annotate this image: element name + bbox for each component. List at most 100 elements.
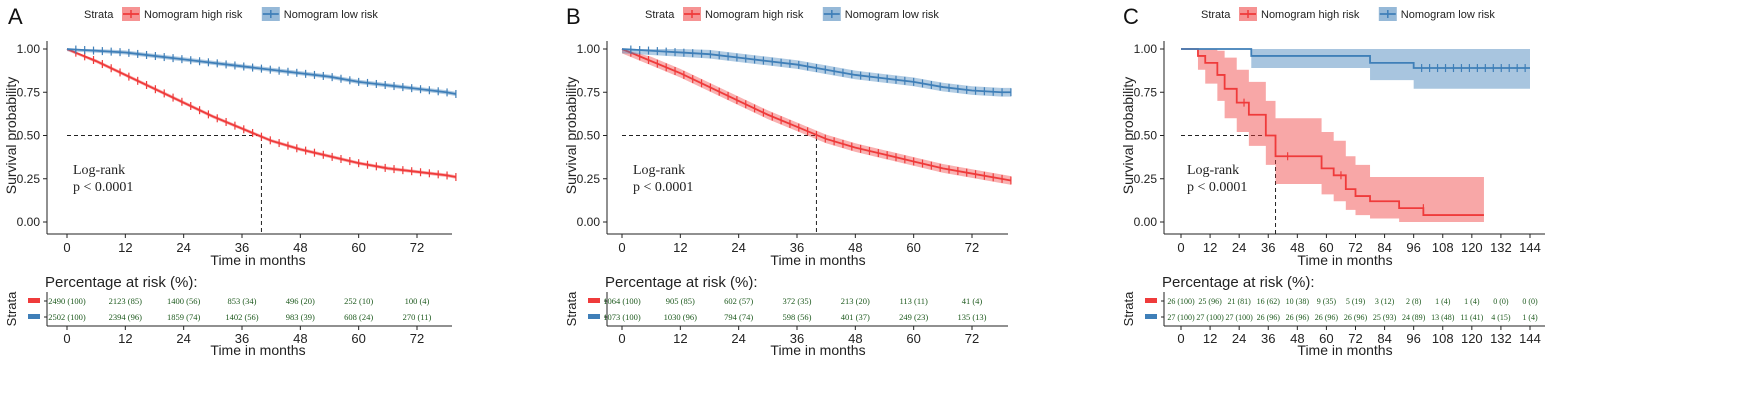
- x-tick-label: 132: [1490, 240, 1512, 255]
- confidence-band: [1181, 49, 1484, 222]
- risk-cell: 2 (8): [1406, 297, 1422, 306]
- km-panel-a: A Strata Nomogram high risk Nomogram low ri…: [3, 4, 457, 358]
- series-low-risk: [66, 45, 457, 98]
- risk-x-tick-label: 24: [1232, 331, 1246, 346]
- risk-cell: 16 (62): [1257, 297, 1281, 306]
- risk-table-title: Percentage at risk (%):: [1162, 274, 1315, 291]
- x-tick-label: 60: [906, 240, 920, 255]
- risk-x-tick-label: 72: [1348, 331, 1362, 346]
- x-tick-label: 12: [673, 240, 687, 255]
- risk-cell: 26 (96): [1286, 313, 1310, 322]
- confidence-band: [622, 49, 1011, 185]
- logrank-label: Log-rank: [633, 163, 685, 178]
- risk-x-tick-label: 60: [351, 331, 365, 346]
- logrank-pvalue: p < 0.0001: [633, 180, 693, 195]
- risk-x-tick-label: 84: [1377, 331, 1391, 346]
- panel-label: B: [566, 4, 581, 29]
- confidence-band: [1181, 49, 1530, 89]
- risk-cell: 26 (96): [1344, 313, 1368, 322]
- risk-x-tick-label: 60: [1319, 331, 1333, 346]
- series-high-risk: [66, 48, 457, 182]
- risk-cell: 1064 (100): [603, 296, 641, 306]
- risk-x-tick-label: 72: [965, 331, 979, 346]
- risk-cell: 21 (81): [1228, 297, 1252, 306]
- risk-cell: 905 (85): [666, 296, 695, 306]
- risk-x-tick-label: 144: [1519, 331, 1541, 346]
- x-tick-label: 144: [1519, 240, 1541, 255]
- series-high-risk: [621, 48, 1012, 185]
- y-tick-label: 0.25: [1134, 172, 1158, 186]
- risk-row-swatch: [1145, 314, 1157, 319]
- legend: Strata Nomogram high risk Nomogram low ris…: [645, 7, 939, 21]
- x-tick-label: 48: [293, 240, 307, 255]
- y-tick-label: 0.25: [17, 172, 41, 186]
- median-line: [67, 135, 262, 234]
- risk-cell: 3 (12): [1375, 297, 1395, 306]
- y-tick-label: 1.00: [577, 42, 601, 56]
- x-tick-label: 0: [1177, 240, 1184, 255]
- y-tick-label: 1.00: [1134, 42, 1158, 56]
- risk-cell: 372 (35): [782, 296, 811, 306]
- risk-cell: 2502 (100): [48, 312, 86, 322]
- risk-cell: 496 (20): [286, 296, 315, 306]
- risk-cell: 26 (100): [1167, 297, 1195, 306]
- risk-cell: 1030 (96): [664, 312, 697, 322]
- risk-cell: 608 (24): [344, 312, 373, 322]
- risk-cell: 41 (4): [962, 296, 983, 306]
- x-axis-title: Time in months: [1297, 252, 1392, 268]
- survival-curve: [1181, 48, 1530, 69]
- x-tick-label: 48: [848, 240, 862, 255]
- risk-cell: 249 (23): [899, 312, 928, 322]
- risk-x-tick-label: 0: [63, 331, 70, 346]
- risk-cell: 1 (4): [1522, 313, 1538, 322]
- x-tick-label: 108: [1432, 240, 1454, 255]
- risk-cell: 25 (96): [1198, 297, 1222, 306]
- risk-row-swatch: [588, 314, 600, 319]
- y-tick-label: 0.75: [17, 85, 41, 99]
- risk-row-swatch: [1145, 298, 1157, 303]
- y-tick-label: 0.00: [17, 215, 41, 229]
- x-tick-label: 48: [1290, 240, 1304, 255]
- risk-table: Percentage at risk (%): Strata 1064 (100) 9…: [564, 274, 1008, 358]
- risk-table-title: Percentage at risk (%):: [605, 274, 758, 291]
- risk-x-tick-label: 48: [1290, 331, 1304, 346]
- km-panel-c: C Strata Nomogram high risk Nomogram low ri…: [1120, 4, 1545, 358]
- risk-x-tick-label: 60: [906, 331, 920, 346]
- risk-cell: 5 (19): [1346, 297, 1366, 306]
- legend-title: Strata: [645, 9, 675, 21]
- risk-x-tick-label: 12: [118, 331, 132, 346]
- risk-cell: 213 (20): [841, 296, 870, 306]
- risk-x-tick-label: 132: [1490, 331, 1512, 346]
- y-tick-label: 0.50: [1134, 129, 1158, 143]
- series-high-risk: [1181, 48, 1484, 222]
- median-line: [622, 135, 817, 234]
- x-tick-label: 36: [1261, 240, 1275, 255]
- risk-x-tick-label: 96: [1406, 331, 1420, 346]
- risk-cell: 11 (41): [1460, 313, 1483, 322]
- survival-curve: [1181, 48, 1484, 216]
- risk-cell: 9 (35): [1317, 297, 1337, 306]
- series-low-risk: [1181, 48, 1530, 89]
- survival-curve: [66, 48, 457, 95]
- x-tick-label: 36: [790, 240, 804, 255]
- risk-cell: 26 (96): [1257, 313, 1281, 322]
- y-axis-title: Survival probability: [563, 77, 579, 195]
- risk-cell: 2490 (100): [48, 296, 86, 306]
- x-tick-label: 96: [1406, 240, 1420, 255]
- risk-cell: 135 (13): [957, 312, 986, 322]
- legend-title: Strata: [1201, 9, 1231, 21]
- legend-label: Nomogram low risk: [845, 9, 940, 21]
- risk-x-title: Time in months: [1297, 342, 1392, 358]
- x-tick-label: 24: [176, 240, 190, 255]
- risk-cell: 602 (57): [724, 296, 753, 306]
- y-tick-label: 0.00: [577, 215, 601, 229]
- y-axis-title: Survival probability: [3, 77, 19, 195]
- x-tick-label: 24: [1232, 240, 1246, 255]
- risk-x-tick-label: 12: [1203, 331, 1217, 346]
- risk-cell: 252 (10): [344, 296, 373, 306]
- risk-cell: 4 (15): [1491, 313, 1511, 322]
- y-tick-label: 0.75: [1134, 85, 1158, 99]
- x-tick-label: 60: [351, 240, 365, 255]
- x-axis-title: Time in months: [770, 252, 865, 268]
